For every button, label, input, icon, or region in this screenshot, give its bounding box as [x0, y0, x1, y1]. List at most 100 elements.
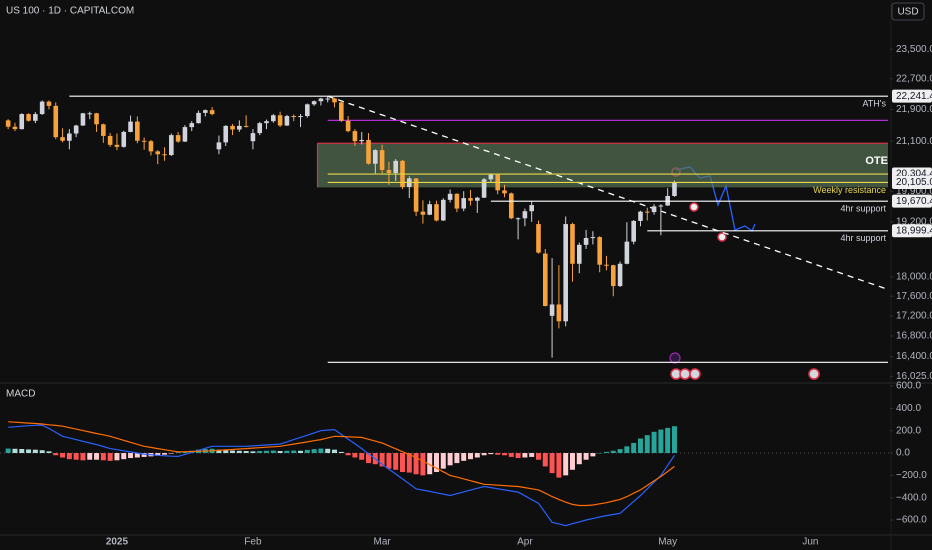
histogram-bar	[603, 451, 609, 454]
candle-body	[33, 114, 38, 121]
candle-body	[5, 120, 11, 127]
candle-body	[502, 190, 507, 194]
histogram-bar	[162, 453, 168, 455]
candle-body	[243, 125, 249, 127]
level-note: ATH's	[862, 99, 886, 109]
candle-body	[101, 124, 106, 136]
histogram-bar	[216, 449, 222, 454]
histogram-bar	[535, 453, 541, 460]
y-tick-label: 22,700.0	[896, 73, 932, 84]
y-tick-label: −600.0	[896, 515, 927, 526]
candle-body	[305, 104, 310, 117]
y-tick-label: 200.0	[896, 425, 921, 436]
histogram-bar	[637, 438, 643, 454]
histogram-bar	[114, 453, 120, 461]
currency-label[interactable]: USD	[897, 7, 918, 18]
candle-body	[644, 211, 650, 213]
candle-body	[488, 174, 494, 180]
candle-body	[576, 244, 582, 264]
histogram-bar	[597, 453, 603, 454]
candle-body	[631, 220, 636, 242]
candle-body	[461, 198, 466, 209]
histogram-bar	[495, 453, 501, 455]
candle-body	[162, 154, 167, 156]
histogram-bar	[182, 451, 188, 454]
histogram-bar	[134, 453, 140, 458]
macd-line	[8, 424, 675, 527]
candle-body	[182, 127, 188, 142]
histogram-bar	[94, 453, 100, 460]
histogram-bar	[223, 450, 229, 454]
histogram-bar	[610, 450, 616, 454]
candle-body	[447, 193, 453, 200]
candle-body	[332, 98, 337, 103]
x-tick-label: Feb	[244, 537, 262, 548]
histogram-bar	[406, 453, 412, 473]
candle-body	[474, 197, 480, 201]
candle-body	[345, 120, 351, 132]
histogram-bar	[556, 453, 562, 478]
histogram-bar	[467, 453, 473, 460]
candle-body	[325, 98, 331, 100]
price-label: 20,304.4	[896, 169, 932, 180]
histogram-bar	[583, 453, 589, 460]
y-tick-label: 600.0	[896, 381, 921, 392]
y-tick-label: 18,000.0	[896, 272, 932, 283]
candle-body	[610, 265, 616, 287]
candle-body	[536, 224, 541, 253]
candle-body	[434, 204, 439, 221]
candle-body	[121, 131, 127, 147]
candle-body	[250, 133, 256, 142]
histogram-bar	[352, 453, 358, 458]
y-tick-label: 19,900.0	[896, 186, 932, 197]
candle-body	[237, 125, 242, 130]
histogram-bar	[325, 448, 331, 454]
y-tick-label: 16,400.0	[896, 351, 932, 362]
histogram-bar	[60, 453, 66, 458]
candle-body	[60, 137, 65, 141]
histogram-bar	[366, 453, 372, 464]
candle-body	[386, 170, 392, 173]
candle-body	[318, 98, 324, 102]
histogram-bar	[474, 453, 480, 458]
histogram-bar	[665, 427, 671, 454]
candle-body	[169, 135, 174, 156]
price-label: 20,105.0	[896, 177, 932, 188]
histogram-bar	[141, 453, 147, 457]
histogram-bar	[277, 451, 283, 454]
candle-body	[638, 211, 643, 221]
candle-body	[298, 116, 303, 118]
histogram-bar	[46, 451, 52, 454]
candle-body	[107, 135, 113, 145]
candle-body	[80, 113, 86, 126]
level-note: 4hr support	[840, 204, 886, 214]
candle-body	[481, 179, 487, 198]
histogram-bar	[73, 453, 79, 460]
currency-button[interactable]	[891, 2, 925, 21]
candle-body	[230, 125, 235, 130]
candle-body	[508, 193, 514, 219]
histogram-bar	[658, 429, 664, 454]
histogram-bar	[549, 453, 555, 474]
candle-body	[284, 116, 290, 126]
histogram-bar	[175, 452, 181, 454]
y-tick-label: 16,800.0	[896, 331, 932, 342]
candle-body	[209, 110, 215, 115]
symbol-title: US 100 · 1D · CAPITALCOM	[6, 6, 134, 17]
candle-body	[366, 139, 371, 164]
candle-body	[339, 102, 344, 121]
histogram-bar	[379, 453, 385, 467]
price-label-bg	[892, 194, 932, 208]
candle-body	[216, 142, 222, 150]
histogram-bar	[624, 446, 630, 454]
histogram-bar	[257, 451, 263, 454]
histogram-bar	[26, 449, 32, 454]
histogram-bar	[12, 448, 18, 454]
ote-zone	[317, 143, 888, 188]
histogram-bar	[87, 453, 93, 460]
histogram-bar	[304, 449, 310, 454]
histogram-bar	[590, 453, 596, 457]
candle-body	[658, 205, 664, 207]
x-tick-label: Apr	[517, 537, 533, 548]
macd-line	[8, 421, 675, 507]
